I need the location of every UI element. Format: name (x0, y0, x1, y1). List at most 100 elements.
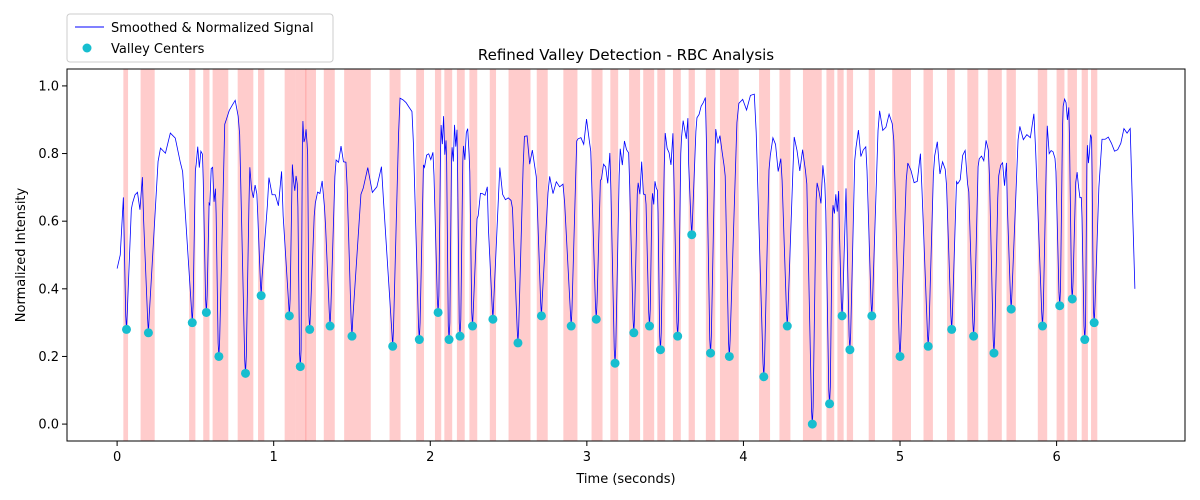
valley-center-point-25 (644, 321, 654, 331)
valley-region-1 (140, 69, 155, 441)
valley-region-10 (323, 69, 335, 441)
x-tick-label-0: 0 (113, 450, 121, 465)
valley-center-point-30 (724, 351, 734, 361)
valley-region-7 (284, 69, 296, 441)
valley-center-point-38 (895, 351, 905, 361)
valley-center-point-19 (513, 338, 523, 348)
valley-region-15 (444, 69, 453, 441)
valley-region-27 (672, 69, 681, 441)
valley-center-point-28 (687, 230, 697, 240)
plot-frame (66, 68, 1186, 442)
valley-center-point-0 (122, 324, 131, 334)
valley-region-37 (868, 69, 875, 441)
valley-region-39 (923, 69, 933, 441)
valley-region-45 (1056, 69, 1065, 441)
valley-center-point-9 (305, 324, 315, 334)
y-axis-ticks: 0.0 0.2 0.4 0.6 0.8 1.0 (38, 79, 67, 433)
valley-center-point-1 (143, 328, 153, 338)
valley-region-16 (456, 69, 465, 441)
valley-center-point-45 (1055, 301, 1065, 311)
x-tick-label-2: 2 (426, 450, 434, 465)
valley-region-31 (759, 69, 771, 441)
x-tick-label-6: 6 (1052, 450, 1060, 465)
valley-center-point-6 (256, 291, 266, 301)
valley-region-41 (967, 69, 979, 441)
valley-center-point-31 (759, 372, 769, 382)
valley-region-5 (237, 69, 254, 441)
valley-region-11 (344, 69, 371, 441)
valley-region-0 (123, 69, 129, 441)
x-tick-label-4: 4 (739, 450, 747, 465)
valley-center-point-35 (837, 311, 847, 321)
legend-signal-label: Smoothed & Normalized Signal (111, 21, 314, 36)
valley-center-point-7 (284, 311, 294, 321)
x-tick-label-5: 5 (896, 450, 904, 465)
valley-region-8 (295, 69, 307, 441)
valley-center-point-40 (947, 324, 957, 334)
y-tick-label-1: 0.2 (38, 350, 59, 365)
valley-region-13 (416, 69, 425, 441)
valley-region-2 (189, 69, 196, 441)
valley-region-43 (1006, 69, 1016, 441)
valley-region-40 (946, 69, 955, 441)
valley-center-point-18 (488, 314, 498, 324)
signal-line (116, 93, 1136, 425)
x-tick-label-3: 3 (583, 450, 591, 465)
valley-region-48 (1091, 69, 1098, 441)
valley-center-point-16 (455, 331, 465, 341)
valley-center-point-39 (923, 341, 933, 351)
valley-region-42 (987, 69, 1002, 441)
valley-center-point-15 (444, 335, 454, 345)
y-tick-label-4: 0.8 (38, 147, 59, 162)
valley-region-34 (826, 69, 835, 441)
valley-center-point-33 (807, 419, 817, 429)
x-tick-label-1: 1 (270, 450, 278, 465)
valley-center-point-21 (566, 321, 576, 331)
valley-center-point-42 (989, 348, 999, 358)
valley-region-25 (643, 69, 655, 441)
legend-box (66, 13, 334, 63)
valley-region-18 (489, 69, 497, 441)
x-axis-label: Time (seconds) (575, 472, 675, 487)
y-tick-label-5: 1.0 (38, 79, 59, 94)
valley-region-20 (536, 69, 548, 441)
valley-center-point-41 (969, 331, 979, 341)
legend: Smoothed & Normalized Signal Valley Cent… (66, 13, 334, 63)
valley-region-4 (212, 69, 229, 441)
valley-region-36 (846, 69, 854, 441)
valley-region-28 (688, 69, 695, 441)
valley-center-point-23 (610, 358, 620, 368)
plot-area (116, 93, 1136, 429)
valley-center-point-48 (1089, 318, 1099, 328)
valley-region-21 (563, 69, 578, 441)
valley-region-24 (629, 69, 641, 441)
valley-region-14 (434, 69, 442, 441)
valley-center-point-22 (591, 314, 601, 324)
valley-region-47 (1081, 69, 1088, 441)
valley-center-point-34 (825, 399, 835, 409)
valley-region-6 (258, 69, 265, 441)
valley-center-point-8 (295, 362, 305, 372)
y-axis-label: Normalized Intensity (14, 187, 29, 322)
valley-center-point-44 (1038, 321, 1048, 331)
x-axis-ticks: 0 1 2 3 4 5 6 (113, 441, 1061, 465)
valley-region-29 (705, 69, 716, 441)
valley-region-30 (719, 69, 739, 441)
valley-region-26 (657, 69, 666, 441)
valley-center-point-32 (782, 321, 792, 331)
valley-center-point-27 (673, 331, 683, 341)
valley-region-22 (591, 69, 603, 441)
valley-center-point-17 (468, 321, 478, 331)
valley-center-point-2 (187, 318, 197, 328)
valley-region-38 (892, 69, 911, 441)
valley-region-33 (802, 69, 822, 441)
valley-center-point-20 (536, 311, 546, 321)
valley-center-point-37 (867, 311, 877, 321)
valley-center-point-24 (629, 328, 639, 338)
legend-valley-swatch (82, 43, 92, 53)
valley-center-point-5 (241, 368, 250, 378)
valley-region-46 (1067, 69, 1077, 441)
valley-center-point-26 (655, 345, 665, 355)
valley-region-23 (610, 69, 619, 441)
